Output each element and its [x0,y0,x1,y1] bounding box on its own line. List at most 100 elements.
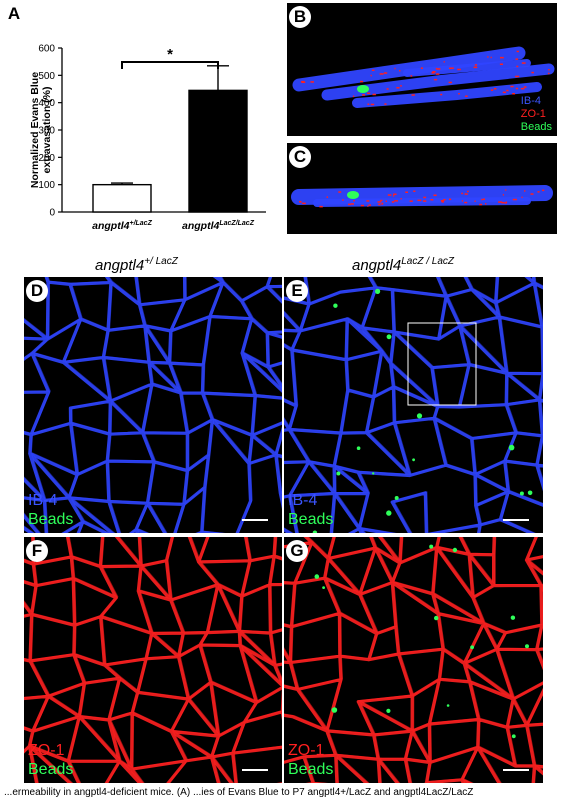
bar-control [92,183,152,213]
tight-junction-mark [490,56,492,59]
header-right-gene: angptl4 [352,257,402,274]
tight-junction-mark [371,69,375,71]
tight-junction-mark [461,200,463,202]
tight-junction-mark [530,193,534,195]
tight-junction-mark [516,65,519,68]
tight-junction-mark [521,196,523,199]
tight-junction-mark [430,199,434,201]
bead-cluster [347,191,359,199]
y-tick-label: 500 [38,71,55,82]
legend-beads: Beads [28,761,74,778]
tight-junction-mark [431,72,435,74]
x-category-label: angptl4+/LacZ [92,220,152,232]
tight-junction-mark [512,198,517,201]
tight-junction-mark [422,200,427,202]
retina-vasculature-zo1-control [24,537,282,783]
tight-junction-mark [436,68,441,70]
bead-cluster [357,85,369,93]
panel-d-letter: D [26,280,48,302]
tight-junction-mark [399,70,401,72]
tight-junction-mark [515,87,519,90]
y-tick-label: 400 [38,98,55,109]
tight-junction-mark [450,67,454,69]
legend-zo1: ZO-1 [28,742,65,759]
panel-c-letter: C [289,146,311,168]
fluorescent-bead [386,510,392,516]
y-tick-label: 0 [49,208,55,219]
tight-junction-mark [409,200,413,202]
tight-junction-mark [537,191,540,193]
fluorescent-bead [386,334,392,340]
panel-b-letter: B [289,6,311,28]
tight-junction-mark [302,202,306,205]
tight-junction-mark [319,205,323,208]
tight-junction-mark [338,191,342,193]
fluorescent-bead [312,530,318,533]
legend-ib4: IB-4 [288,492,318,509]
y-tick-label: 100 [38,180,55,191]
retina-vasculature-ib4-control [24,277,282,533]
fluorescent-bead [356,446,361,450]
legend-beads: Beads [520,121,552,133]
legend-zo1: ZO-1 [520,108,546,120]
tight-junction-mark [443,199,446,201]
tight-junction-mark [385,200,387,202]
tight-junction-mark [487,56,489,58]
tight-junction-mark [502,91,506,94]
fluorescent-bead [336,471,341,476]
vessel-segment [313,197,531,207]
tight-junction-mark [440,200,444,202]
tight-junction-mark [490,89,494,91]
tight-junction-mark [362,94,365,96]
tight-junction-mark [449,67,452,70]
x-category-label: angptl4LacZ/LacZ [182,220,255,232]
panel-f: F ZO-1 Beads [24,537,282,783]
fluorescent-bead [372,472,375,475]
fluorescent-bead [375,288,381,294]
fluorescent-bead [416,413,423,419]
fluorescent-bead [333,303,338,308]
evans-blue-bar-chart: 0 100 200 300 400 500 600 Normalized Evans Blue… [29,44,266,232]
tight-junction-mark [464,193,468,195]
retina-vasculature-ib4-mutant [284,277,543,533]
header-left-allele: +/ LacZ [144,256,178,267]
tight-junction-mark [417,199,422,202]
y-tick-label: 200 [38,153,55,164]
tight-junction-mark [505,189,507,191]
tight-junction-mark [367,205,369,207]
tight-junction-mark [353,200,355,202]
tight-junction-mark [411,94,415,96]
tight-junction-mark [502,194,504,196]
capillary-network-highlight [24,277,282,533]
tight-junction-mark [360,80,364,83]
fluorescent-bead [511,734,516,739]
tight-junction-mark [367,92,371,94]
panel-g-letter: G [286,540,308,562]
capillary-network-highlight [284,537,543,783]
tight-junction-mark [386,88,389,90]
panel-e-letter: E [286,280,308,302]
tight-junction-mark [499,63,503,65]
vessel-segment [291,185,553,205]
legend-beads: Beads [288,511,334,528]
tight-junction-mark [474,200,476,202]
panel-f-letter: F [26,540,48,562]
tight-junction-mark [370,103,375,106]
capillary-network [284,537,543,783]
fluorescent-bead [508,444,515,451]
tight-junction-mark [521,62,526,64]
capillary-network [24,537,282,783]
fluorescent-bead [434,615,439,621]
fluorescent-bead [510,615,516,620]
fluorescent-bead [394,496,399,500]
tight-junction-mark [384,103,387,105]
tight-junction-mark [370,74,372,77]
fluorescent-bead [412,458,415,462]
tight-junction-mark [520,87,525,90]
tight-junction-mark [435,67,438,70]
scale-bar [503,519,529,521]
vessel-segment [403,59,531,77]
fluorescent-bead [525,644,529,649]
tight-junction-mark [547,72,550,75]
tight-junction-mark [504,202,507,204]
